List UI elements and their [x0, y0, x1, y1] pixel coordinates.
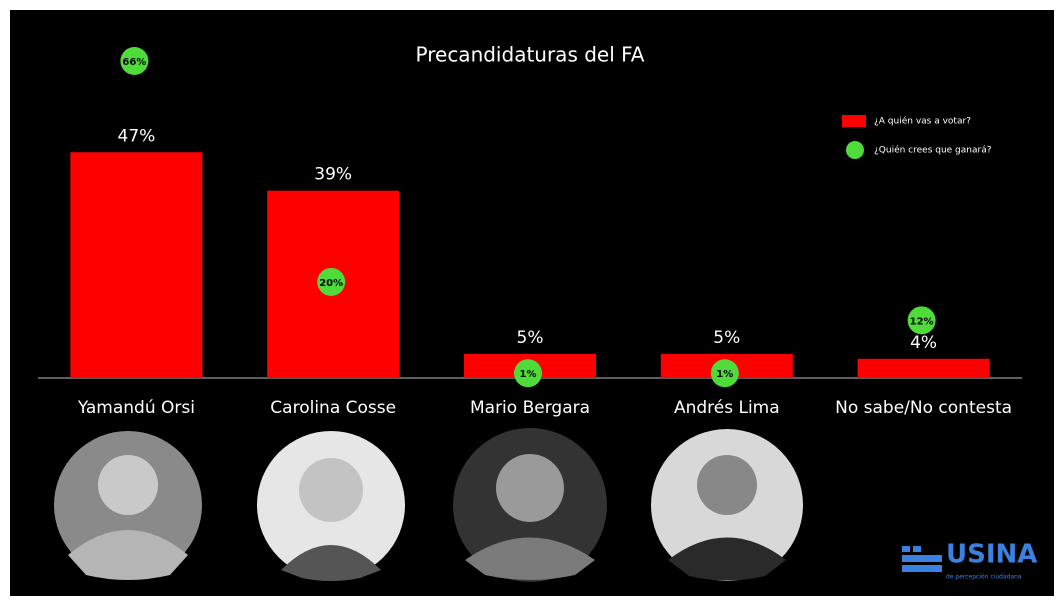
chart: Precandidaturas del FA USINA de percepci…	[0, 0, 1064, 606]
x-tick-label: No sabe/No contesta	[835, 398, 1012, 418]
data-label: 39%	[314, 165, 352, 185]
x-tick-label: Mario Bergara	[470, 398, 590, 418]
x-tick-label: Andrés Lima	[674, 398, 780, 418]
logo-icon	[902, 565, 942, 572]
logo-icon	[913, 546, 921, 552]
data-label: 4%	[910, 333, 937, 353]
data-label: 1%	[716, 369, 733, 380]
photo	[651, 429, 803, 581]
legend-label: ¿Quién crees que ganará?	[874, 145, 992, 156]
x-tick-label: Carolina Cosse	[270, 398, 396, 418]
bar	[858, 359, 990, 378]
data-label: 12%	[910, 316, 934, 327]
data-label: 1%	[520, 369, 537, 380]
data-label: 5%	[517, 328, 544, 348]
data-label: 47%	[118, 126, 156, 146]
logo-icon	[902, 546, 910, 552]
legend-label: ¿A quién vas a votar?	[874, 116, 971, 127]
bar	[70, 152, 202, 378]
data-label: 5%	[713, 328, 740, 348]
logo-icon	[902, 555, 942, 562]
data-label: 20%	[319, 278, 343, 289]
photo	[54, 431, 202, 580]
chart-title: Precandidaturas del FA	[416, 43, 645, 67]
legend-swatch	[846, 141, 864, 159]
logo-name: USINA	[946, 540, 1037, 570]
data-label: 66%	[122, 57, 146, 68]
legend-swatch	[842, 115, 866, 127]
logo-tagline: de percepción ciudadana	[946, 574, 1022, 581]
photo	[453, 428, 607, 582]
x-tick-label: Yamandú Orsi	[77, 398, 195, 418]
